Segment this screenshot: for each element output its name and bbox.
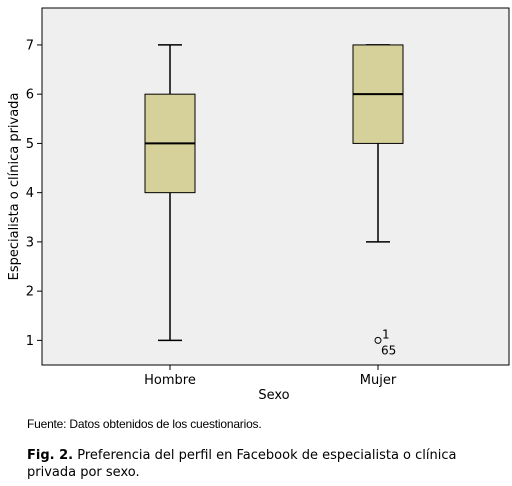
- outlier-label: 1: [382, 327, 390, 341]
- x-axis: Hombre Mujer: [144, 365, 397, 388]
- y-axis-label: Especialista o clínica privada: [7, 93, 22, 281]
- y-tick-label: 1: [26, 334, 34, 349]
- outlier-label: 65: [381, 343, 396, 357]
- figure-label: Fig. 2.: [27, 448, 74, 463]
- y-tick-label: 6: [26, 88, 34, 103]
- y-tick-label: 2: [26, 285, 34, 300]
- box-hombre: [144, 44, 196, 342]
- source-note: Fuente: Datos obtenidos de los cuestiona…: [27, 417, 262, 431]
- plot-area: [41, 7, 510, 366]
- x-tick-label: Mujer: [360, 373, 397, 388]
- y-tick-label: 4: [26, 186, 34, 201]
- y-tick-label: 5: [26, 137, 34, 152]
- y-axis: 1 2 3 4 5 6 7: [26, 38, 42, 349]
- x-tick-label: Hombre: [144, 373, 196, 388]
- x-axis-label: Sexo: [258, 388, 289, 403]
- y-tick-label: 3: [26, 235, 34, 250]
- boxes-group: 165: [144, 44, 404, 357]
- y-tick-label: 7: [26, 38, 34, 53]
- figure-caption: Fig. 2. Preferencia del perfil en Facebo…: [27, 447, 497, 481]
- figure-caption-text: Preferencia del perfil en Facebook de es…: [27, 448, 457, 480]
- outlier-point: [374, 336, 382, 344]
- box-mujer: 165: [352, 44, 404, 357]
